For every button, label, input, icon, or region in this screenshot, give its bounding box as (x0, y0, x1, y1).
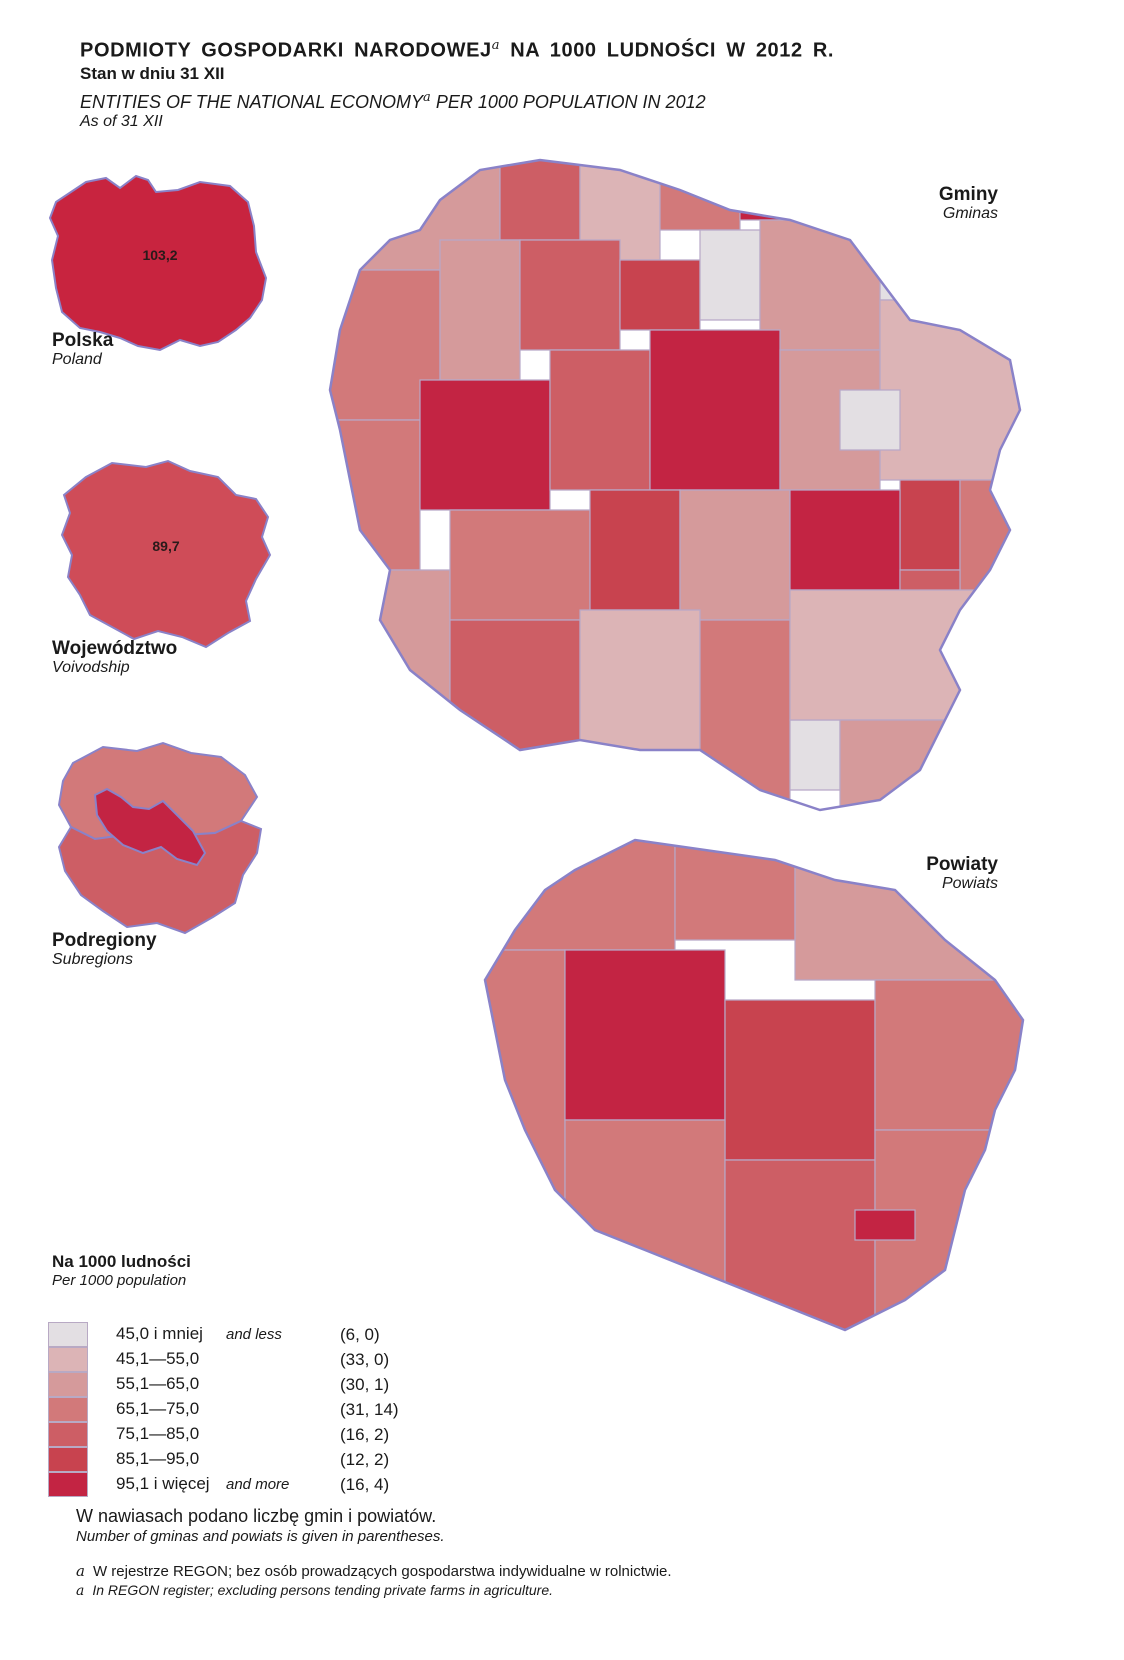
powiat-region (874, 979, 1023, 1131)
map-subtitle-en: As of 31 XII (80, 113, 163, 130)
footnote-en: a In REGON register; excluding persons te… (76, 1582, 554, 1599)
legend-row: 55,1—65,0 (30, 1) (48, 1372, 428, 1397)
powiat-region (724, 999, 876, 1161)
powiat-region (564, 1119, 726, 1330)
gmina-region (879, 160, 1020, 301)
poland-label-en: Poland (52, 351, 102, 368)
legend-range: 85,1—95,0 (116, 1449, 200, 1468)
voivodship-label-en: Voivodship (52, 659, 130, 676)
gmina-region (899, 479, 961, 571)
powiats-label-en: Powiats (941, 875, 998, 892)
legend-row: 65,1—75,0 (31, 14) (48, 1397, 428, 1422)
voivodship-map: 89,7 (60, 459, 272, 649)
legend-swatch (48, 1472, 88, 1497)
powiats-map (483, 838, 1025, 1332)
powiats-label-pl: Powiaty (926, 854, 998, 875)
gminas-outline (328, 158, 1022, 812)
gmina-region (679, 489, 791, 621)
legend-range: 65,1—75,0 (116, 1399, 200, 1418)
gmina-region (449, 619, 581, 810)
gmina-region (579, 609, 701, 810)
powiat-region (674, 840, 796, 941)
poland-map: 103,2 (48, 174, 268, 352)
legend-count: (16, 2) (340, 1425, 390, 1444)
voivodship-label-pl: Województwo (52, 638, 178, 659)
voivodship-shape (60, 459, 272, 649)
powiat-region (564, 949, 726, 1121)
legend-swatch (48, 1447, 88, 1472)
legend-count: (12, 2) (340, 1450, 390, 1469)
powiats-outline (483, 838, 1025, 1332)
legend-swatch (48, 1397, 88, 1422)
powiat-region (724, 1159, 876, 1330)
powiat-region (485, 840, 676, 951)
legend-row: 85,1—95,0 (12, 2) (48, 1447, 428, 1472)
gmina-region (619, 259, 701, 331)
legend-title-pl: Na 1000 ludności (52, 1252, 191, 1271)
gmina-region (699, 619, 791, 810)
gminas-label-en: Gminas (942, 205, 998, 222)
gmina-region (789, 719, 841, 791)
legend-range-en: and less (226, 1326, 282, 1343)
parentheses-note-en: Number of gminas and powiats is given in… (76, 1528, 445, 1545)
legend-count: (6, 0) (340, 1325, 380, 1344)
poland-label-pl: Polska (52, 330, 114, 351)
gmina-region (449, 509, 591, 621)
voivodship-value-label: 89,7 (152, 538, 179, 554)
legend-title-en: Per 1000 population (52, 1272, 187, 1289)
gmina-region (739, 160, 791, 221)
subregions-label-pl: Podregiony (52, 930, 157, 951)
legend-range: 45,1—55,0 (116, 1349, 200, 1368)
legend-swatch (48, 1322, 88, 1347)
map-subtitle-pl: Stan w dniu 31 XII (80, 64, 225, 83)
legend-count: (16, 4) (340, 1475, 390, 1494)
powiat-region (854, 1209, 916, 1241)
subregions-map (57, 741, 263, 935)
legend-range-en: and more (226, 1476, 290, 1493)
legend-range: 45,0 i mniej (116, 1324, 203, 1343)
gmina-region (419, 379, 551, 511)
gmina-region (699, 229, 761, 321)
gmina-region (439, 239, 521, 381)
gminas-label-pl: Gminy (938, 184, 998, 205)
legend-range: 95,1 i więcej (116, 1474, 210, 1493)
gmina-region (330, 419, 421, 571)
gmina-region (839, 389, 901, 451)
legend-swatch (48, 1422, 88, 1447)
parentheses-note-pl: W nawiasach podano liczbę gmin i powiató… (76, 1506, 437, 1526)
legend-range: 75,1—85,0 (116, 1424, 200, 1443)
gmina-region (649, 329, 781, 491)
legend-row: 45,1—55,0 (33, 0) (48, 1347, 428, 1372)
gmina-region (549, 349, 651, 491)
legend-swatch (48, 1372, 88, 1397)
gmina-region (789, 589, 1020, 721)
legend-count: (33, 0) (340, 1350, 390, 1369)
gmina-region (659, 160, 741, 231)
gmina-region (589, 489, 681, 611)
gminas-map (328, 158, 1022, 812)
legend-row: 95,1 i więcej and more (16, 4) (48, 1472, 428, 1497)
map-title-en: ENTITIES OF THE NATIONAL ECONOMYa PER 10… (80, 90, 706, 112)
legend-row: 45,0 i mniej and less (6, 0) (48, 1322, 428, 1347)
legend-row: 75,1—85,0 (16, 2) (48, 1422, 428, 1447)
powiat-region (794, 840, 1023, 981)
legend-range: 55,1—65,0 (116, 1374, 200, 1393)
legend-count: (31, 14) (340, 1400, 399, 1419)
gmina-region (839, 719, 1020, 810)
map-title-pl: PODMIOTY GOSPODARKI NARODOWEJa NA 1000 L… (80, 38, 835, 62)
legend-count: (30, 1) (340, 1375, 390, 1394)
poland-shape (48, 174, 268, 352)
subregion-center (93, 787, 207, 867)
gmina-region (789, 489, 901, 591)
footnote-mark: a (76, 1583, 85, 1599)
subregions-label-en: Subregions (52, 951, 133, 968)
footnote-mark: a (76, 1562, 85, 1580)
poland-value-label: 103,2 (142, 247, 177, 263)
gmina-region (519, 239, 621, 351)
legend-swatch (48, 1347, 88, 1372)
gmina-region (879, 299, 1020, 481)
